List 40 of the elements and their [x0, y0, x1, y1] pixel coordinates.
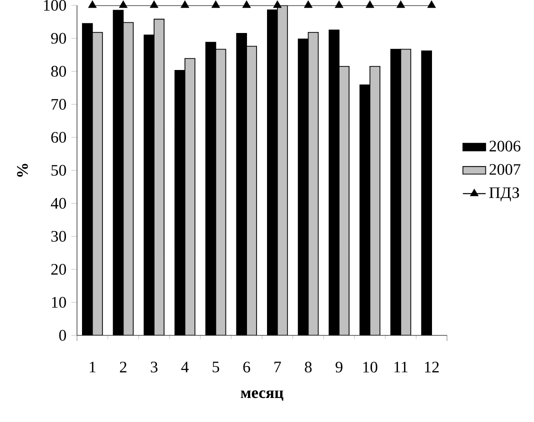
bar: [154, 18, 164, 336]
bar: [370, 66, 380, 336]
bar: [184, 58, 196, 336]
bar: [308, 32, 319, 336]
bar: [92, 32, 103, 336]
y-tick-label: 40: [50, 198, 66, 209]
bar: [400, 48, 412, 336]
x-tick-label: 8: [304, 362, 312, 373]
bar: [215, 48, 226, 336]
y-tick-label: 80: [51, 66, 66, 77]
x-tick-label: 5: [212, 362, 220, 372]
y-tick-label: 20: [51, 264, 66, 275]
y-tick-label: 10: [52, 296, 66, 308]
x-tick-label: 9: [336, 362, 342, 372]
y-tick-label: 0: [59, 330, 66, 341]
x-axis-title: месяц: [240, 390, 284, 401]
x-tick-label: 12: [424, 362, 439, 372]
legend-label: ПДЗ: [489, 187, 520, 202]
legend-label: 2007: [490, 164, 520, 175]
y-tick-label: 90: [51, 32, 66, 44]
y-tick-label: 100: [44, 0, 66, 11]
bar: [122, 22, 134, 336]
x-tick-label: 10: [363, 362, 378, 373]
x-tick-label: 1: [90, 362, 96, 372]
y-tick-label: 70: [52, 98, 66, 110]
y-tick-label: 50: [52, 164, 66, 176]
x-tick-label: 7: [274, 362, 281, 372]
x-tick-label: 3: [150, 362, 158, 372]
y-tick-label: 30: [51, 230, 66, 242]
x-tick-label: 2: [120, 362, 126, 372]
bar: [338, 66, 350, 336]
y-tick-label: 60: [51, 132, 66, 143]
x-tick-label: 11: [394, 362, 408, 372]
bar: [277, 5, 288, 336]
bar: [246, 46, 257, 336]
x-tick-label: 6: [243, 362, 250, 372]
legend-label: 2006: [490, 140, 520, 152]
bar: [421, 50, 432, 336]
y-axis-title: %: [17, 164, 28, 177]
x-tick-label: 4: [181, 362, 189, 372]
